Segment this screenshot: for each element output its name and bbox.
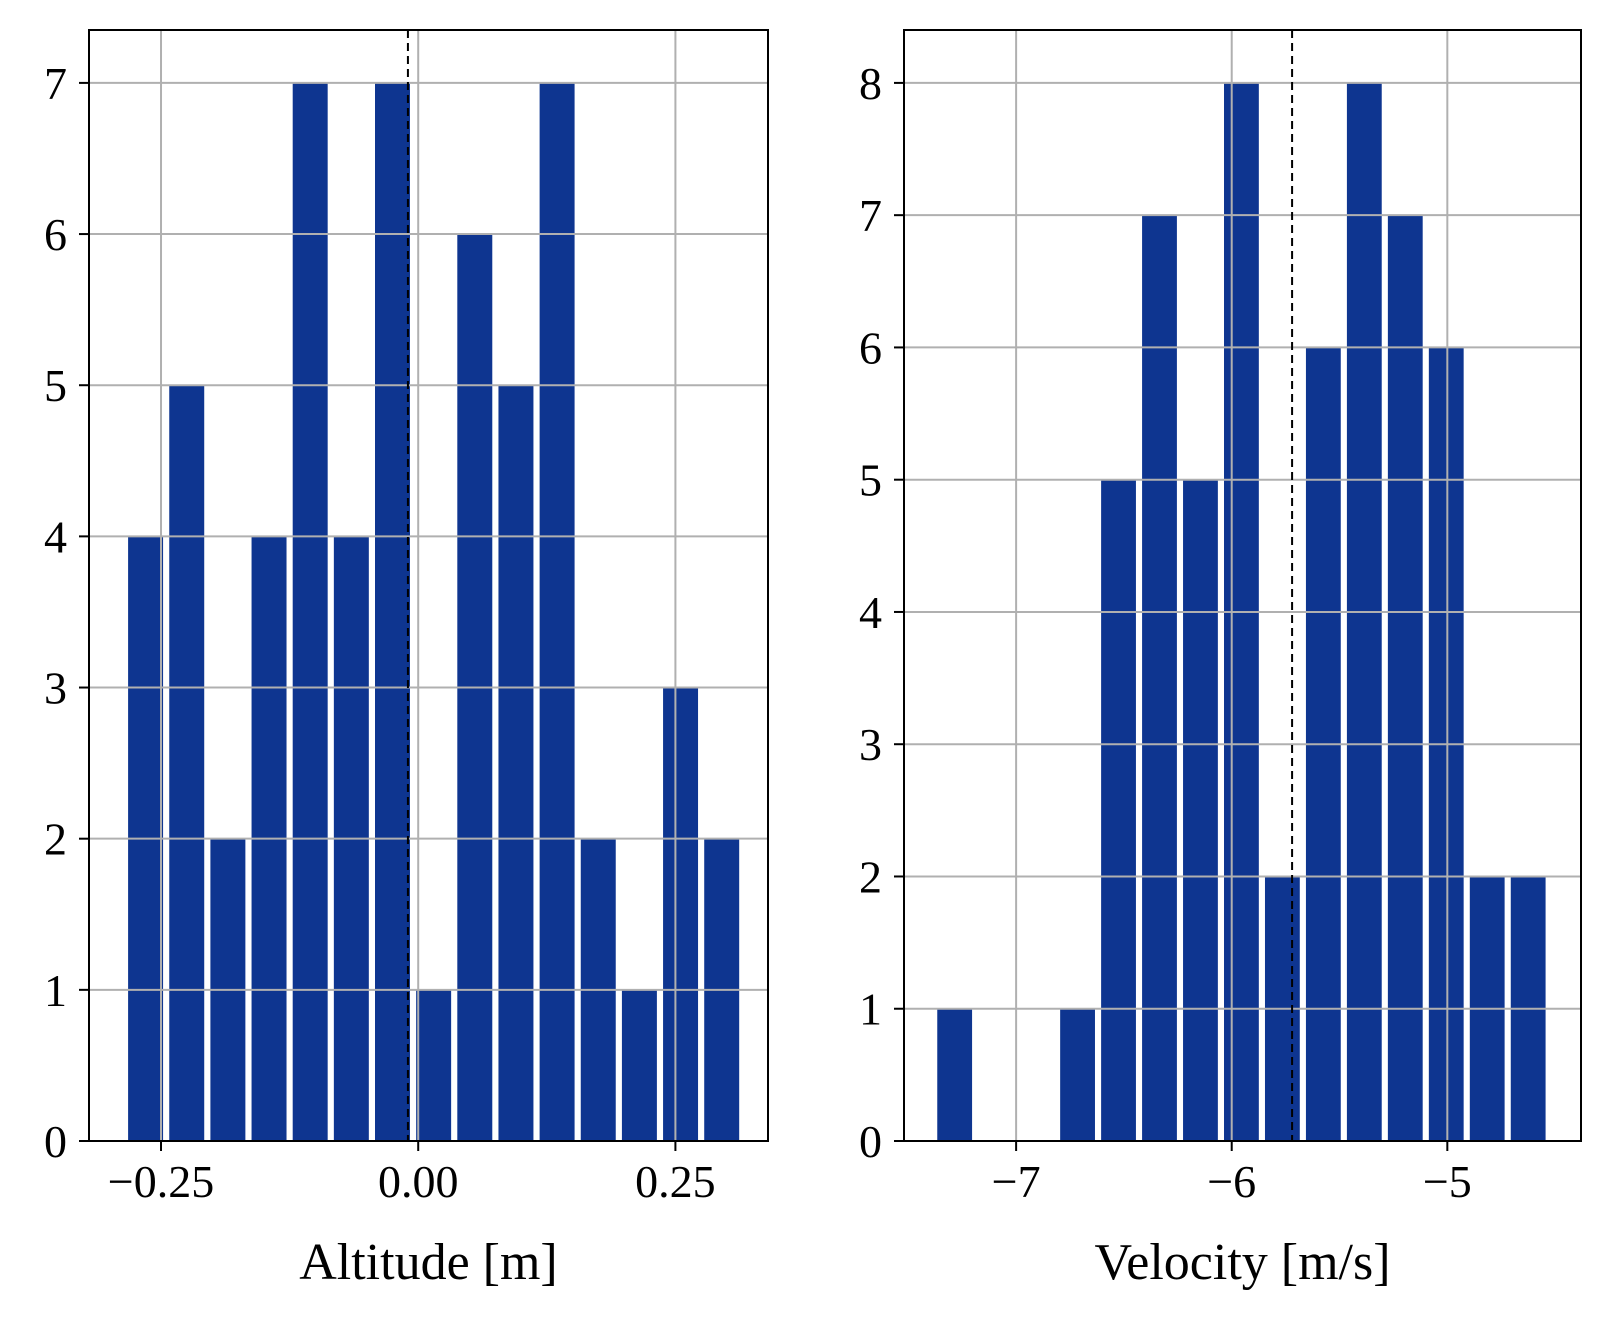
altitude-y-tick-label: 1 [44, 965, 67, 1016]
altitude-bar [621, 989, 657, 1141]
altitude-bars [128, 82, 740, 1142]
altitude-x-axis-label: Altitude [m] [299, 1234, 558, 1291]
velocity-y-tick-label: 7 [859, 190, 882, 241]
velocity-bar [1387, 215, 1423, 1141]
velocity-y-tick-label: 4 [859, 587, 882, 638]
altitude-x-tick-label: 0.00 [378, 1156, 459, 1207]
velocity-bar [1060, 1008, 1095, 1141]
altitude-bar [663, 687, 699, 1141]
altitude-y-tick-label: 3 [44, 663, 67, 714]
altitude-y-tick-label: 5 [44, 360, 67, 411]
altitude-y-tick-label: 6 [44, 209, 67, 260]
altitude-bar [416, 989, 452, 1141]
altitude-bar [498, 385, 534, 1142]
altitude-y-tick-label: 4 [44, 511, 67, 562]
velocity-y-tick-label: 0 [859, 1116, 882, 1167]
altitude-axes-frame [88, 29, 769, 1142]
velocity-y-tick-label: 3 [859, 719, 882, 770]
velocity-y-tick-label: 8 [859, 58, 882, 109]
altitude-bar [375, 82, 410, 1141]
velocity-bar [1183, 479, 1218, 1141]
velocity-x-tick-label: −7 [992, 1156, 1041, 1207]
velocity-y-tick-label: 5 [859, 455, 882, 506]
velocity-bar [1101, 479, 1136, 1141]
velocity-histogram-panel: −7 −6 −5 0 1 2 3 4 5 6 7 8 Velocity [m/s] [859, 29, 1582, 1291]
velocity-bar [1142, 215, 1177, 1141]
velocity-axes-frame [903, 29, 1582, 1142]
altitude-x-tick-label: 0.25 [635, 1156, 716, 1207]
altitude-x-tick-label: −0.25 [108, 1156, 214, 1207]
altitude-y-tick-label: 0 [44, 1116, 67, 1167]
altitude-histogram-panel: −0.25 0.00 0.25 0 1 2 3 4 5 6 7 Altitude [m] [44, 29, 769, 1291]
velocity-y-tick-label: 6 [859, 322, 882, 373]
altitude-bar [292, 82, 328, 1141]
velocity-y-tick-label: 1 [859, 984, 882, 1035]
altitude-bar [539, 82, 575, 1141]
velocity-x-tick-label: −6 [1207, 1156, 1256, 1207]
altitude-bar [169, 385, 205, 1142]
velocity-x-axis-label: Velocity [m/s] [1094, 1234, 1390, 1291]
altitude-y-tick-label: 2 [44, 814, 67, 865]
altitude-y-tick-label: 7 [44, 58, 67, 109]
velocity-bar [937, 1008, 973, 1141]
velocity-x-tick-label: −5 [1423, 1156, 1472, 1207]
velocity-y-tick-label: 2 [859, 851, 882, 902]
